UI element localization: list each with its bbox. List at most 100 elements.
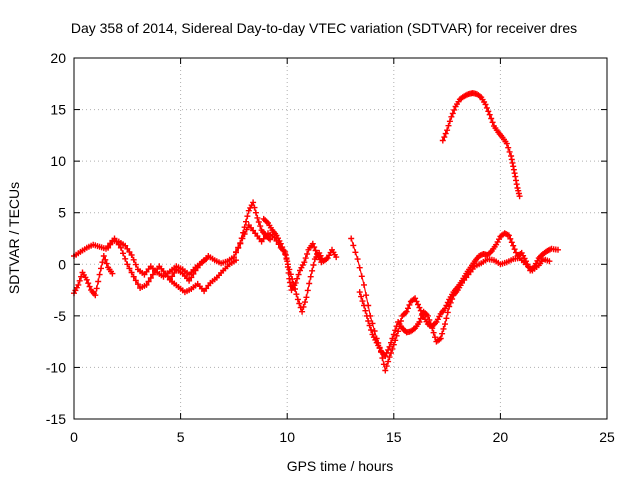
data-point xyxy=(233,257,239,264)
data-point xyxy=(171,269,178,276)
data-point xyxy=(128,252,135,258)
data-point xyxy=(188,274,195,281)
series-trace xyxy=(359,257,550,358)
data-point xyxy=(290,280,297,287)
x-tick-label: 25 xyxy=(599,429,615,445)
data-point xyxy=(361,281,367,288)
data-point xyxy=(417,315,424,322)
data-point xyxy=(510,242,517,249)
data-point xyxy=(513,181,520,188)
data-point xyxy=(440,325,447,332)
data-point xyxy=(352,249,359,256)
data-point xyxy=(350,242,357,249)
data-point xyxy=(292,286,298,292)
data-point xyxy=(304,287,311,294)
data-point xyxy=(486,111,493,118)
data-point xyxy=(254,214,261,221)
data-point xyxy=(383,350,390,356)
data-point xyxy=(395,328,402,335)
data-point xyxy=(124,261,131,268)
data-point xyxy=(85,280,92,287)
data-point xyxy=(296,300,303,307)
data-point xyxy=(312,247,319,254)
data-point xyxy=(302,299,308,306)
data-point xyxy=(102,256,109,263)
x-tick-label: 10 xyxy=(279,429,295,445)
data-point xyxy=(244,213,251,220)
data-point xyxy=(311,244,318,251)
y-tick-label: -10 xyxy=(46,359,66,375)
data-point xyxy=(430,329,437,336)
data-point xyxy=(126,248,133,255)
data-point xyxy=(280,247,287,254)
data-point xyxy=(555,246,561,253)
data-point xyxy=(405,305,411,312)
series-track-h xyxy=(356,255,553,360)
data-point xyxy=(412,295,419,302)
data-point xyxy=(442,130,449,137)
data-point xyxy=(107,241,114,248)
data-point xyxy=(252,209,259,216)
data-point xyxy=(132,277,139,284)
axis-ticks: 0 5 10 15 20 25 -15 -10 -5 0 5 10 15 20 xyxy=(46,50,615,445)
data-point xyxy=(437,335,444,342)
data-point xyxy=(190,270,197,277)
data-point xyxy=(368,327,375,333)
data-point xyxy=(506,148,513,155)
y-tick-label: 15 xyxy=(50,102,66,118)
data-point xyxy=(432,334,438,341)
data-point xyxy=(289,276,296,283)
data-point xyxy=(294,296,301,303)
data-point xyxy=(403,308,410,315)
series-track-b xyxy=(71,253,116,299)
data-point xyxy=(239,235,246,242)
plot-frame xyxy=(73,57,608,420)
data-point xyxy=(358,293,365,300)
x-tick-label: 5 xyxy=(177,429,185,445)
series-track-f xyxy=(260,215,340,315)
data-point xyxy=(439,330,446,337)
y-tick-label: 20 xyxy=(50,50,66,66)
data-point xyxy=(333,254,340,261)
data-point xyxy=(230,254,237,261)
data-point xyxy=(365,318,372,324)
data-point xyxy=(439,137,446,144)
series-track-i xyxy=(439,90,523,200)
data-point xyxy=(441,134,448,141)
x-axis-label: GPS time / hours xyxy=(287,458,394,474)
data-point xyxy=(143,281,150,288)
data-point xyxy=(120,250,126,257)
data-point xyxy=(443,302,450,309)
data-point xyxy=(416,319,423,325)
data-point xyxy=(124,245,131,252)
data-point xyxy=(122,242,129,249)
data-point xyxy=(286,266,293,273)
data-point xyxy=(130,273,137,280)
data-point xyxy=(130,256,137,263)
data-point xyxy=(307,273,314,280)
data-point xyxy=(362,307,369,314)
data-point xyxy=(417,307,424,314)
data-point xyxy=(96,271,103,278)
data-point xyxy=(309,267,316,274)
data-point xyxy=(508,239,515,246)
data-point xyxy=(135,281,141,288)
data-point xyxy=(113,238,120,245)
data-point xyxy=(361,302,367,309)
data-point xyxy=(241,231,248,237)
y-axis-label: SDTVAR / TECUs xyxy=(6,182,22,294)
data-point xyxy=(390,331,397,338)
data-point xyxy=(117,244,124,251)
data-point xyxy=(287,271,294,278)
data-point xyxy=(95,278,102,285)
data-point xyxy=(424,312,431,319)
data-point xyxy=(92,292,99,299)
data-point xyxy=(237,240,244,246)
data-point xyxy=(443,315,450,322)
data-point xyxy=(166,276,173,283)
y-tick-label: -15 xyxy=(46,411,66,427)
data-point xyxy=(451,106,458,113)
data-point xyxy=(447,299,454,306)
data-point xyxy=(482,101,489,108)
